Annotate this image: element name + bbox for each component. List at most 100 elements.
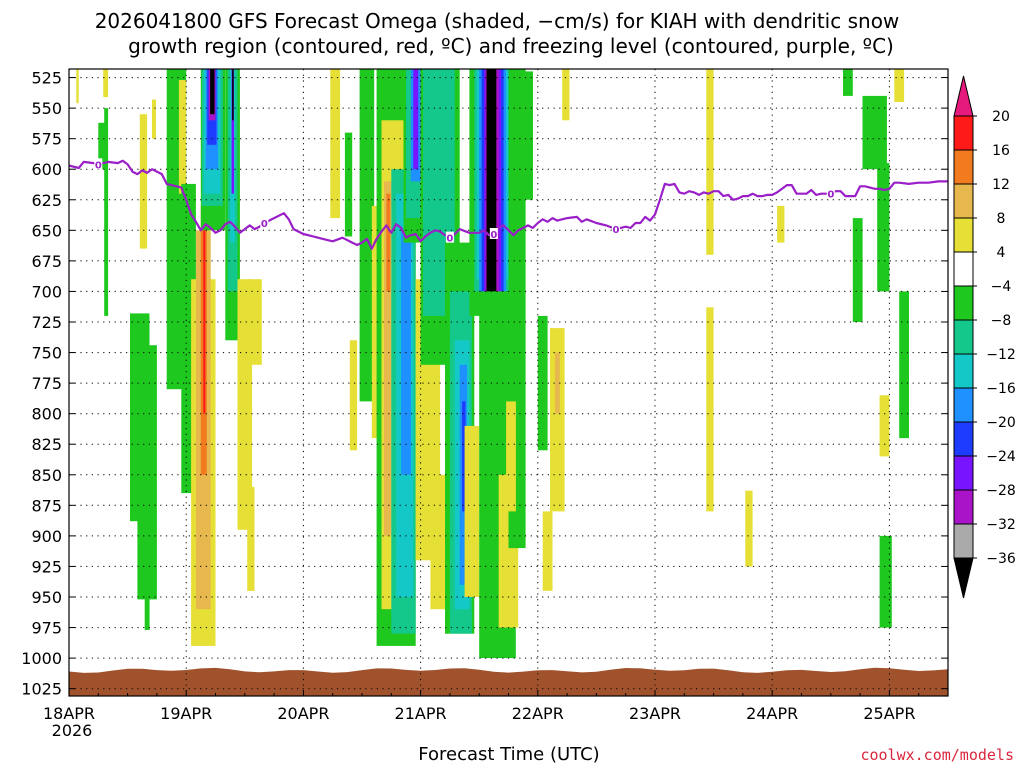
omega-region (359, 69, 375, 402)
colorbar-label: 20 (992, 109, 1010, 125)
omega-region (899, 291, 909, 439)
y-axis: 525 550 575 600 625 650 675 700 725 750 775 800 825 8… (21, 69, 948, 699)
omega-region (706, 307, 714, 512)
colorbar-label: −24 (986, 449, 1016, 465)
colorbar-label: −36 (986, 551, 1016, 567)
colorbar: 20 16 12 8 4 −4 −8 −12 −16 −20 −24 −28 −32 −36 (953, 75, 1016, 599)
y-tick-label: 925 (31, 557, 62, 576)
omega-region (550, 328, 565, 512)
x-tick-label: 24APR (746, 704, 798, 723)
colorbar-swatch (953, 149, 974, 185)
freezing-level-label: 0 (827, 190, 834, 201)
chart-title-line-2: growth region (contoured, red, ºC) and f… (128, 34, 894, 58)
freezing-level-contour: 0 0 0 0 0 0 (69, 158, 948, 250)
colorbar-swatch (953, 353, 974, 389)
below-ground-layer (69, 667, 948, 696)
x-year-label: 2026 (52, 721, 93, 740)
x-tick-label: 21APR (395, 704, 447, 723)
omega-region (231, 69, 234, 194)
colorbar-label: −20 (986, 415, 1016, 431)
freezing-level-label: 0 (490, 230, 497, 241)
y-tick-label: 600 (31, 160, 62, 179)
omega-region (542, 511, 553, 591)
colorbar-bottom-cap (953, 557, 974, 599)
omega-region (247, 279, 262, 365)
x-axis-title: Forecast Time (UTC) (418, 744, 599, 765)
omega-region (144, 483, 150, 630)
omega-shading (76, 69, 909, 659)
omega-region (879, 535, 892, 628)
colorbar-label: −12 (986, 347, 1016, 363)
y-tick-label: 850 (31, 466, 62, 485)
colorbar-swatch (953, 319, 974, 355)
plot-area: 0 0 0 0 0 0 (69, 69, 948, 696)
omega-region (523, 71, 533, 200)
x-tick-label: 18APR (43, 704, 95, 723)
colorbar-swatch (953, 115, 974, 151)
omega-region (139, 114, 148, 249)
omega-region (413, 69, 419, 170)
omega-region (877, 163, 890, 292)
x-axis: 18APR 19APR 20APR 21APR 22APR 23APR 24APR 25APR (43, 690, 920, 723)
y-tick-label: 950 (31, 588, 62, 607)
omega-region (232, 69, 234, 121)
omega-region (554, 352, 560, 414)
colorbar-swatch (953, 285, 974, 321)
y-tick-label: 700 (31, 282, 62, 301)
y-tick-label: 675 (31, 252, 62, 271)
omega-region (178, 80, 187, 194)
colorbar-swatch (953, 523, 974, 559)
omega-region (386, 193, 391, 292)
y-tick-label: 650 (31, 221, 62, 240)
omega-region (464, 425, 480, 597)
x-tick-label: 20APR (277, 704, 329, 723)
omega-region (344, 132, 353, 237)
omega-region (384, 181, 392, 536)
x-tick-label: 23APR (629, 704, 681, 723)
credit-link[interactable]: coolwx.com/models (860, 746, 1014, 764)
omega-region (894, 69, 905, 102)
omega-region (104, 108, 109, 316)
omega-region (562, 69, 570, 121)
chart-title-line-1: 2026041800 GFS Forecast Omega (shaded, −… (95, 9, 900, 33)
colorbar-swatch (953, 183, 974, 219)
y-tick-label: 775 (31, 374, 62, 393)
colorbar-label: 16 (992, 143, 1010, 159)
omega-region (862, 95, 887, 170)
freezing-level-label: 0 (612, 225, 619, 236)
freezing-level-label: 0 (95, 160, 102, 171)
y-tick-label: 875 (31, 496, 62, 515)
freezing-label-bg (94, 158, 103, 170)
omega-region (852, 218, 863, 322)
x-tick-label: 19APR (160, 704, 212, 723)
omega-region (203, 230, 206, 414)
y-tick-label: 975 (31, 619, 62, 638)
colorbar-label: 12 (992, 177, 1010, 193)
y-tick-label: 625 (31, 191, 62, 210)
omega-region (137, 345, 157, 600)
colorbar-label: 4 (997, 245, 1006, 261)
y-tick-label: 550 (31, 99, 62, 118)
colorbar-swatch (953, 455, 974, 491)
freezing-level-label: 0 (446, 234, 453, 245)
colorbar-label: −4 (991, 279, 1012, 295)
y-tick-label: 1000 (21, 649, 62, 668)
omega-region (152, 99, 156, 139)
freezing-label-bg (445, 231, 454, 243)
omega-region (706, 69, 714, 255)
omega-region (879, 395, 890, 457)
colorbar-swatch (953, 421, 974, 457)
freezing-label-bg (611, 223, 620, 235)
freezing-level-line (69, 159, 948, 250)
x-tick-label: 25APR (863, 704, 915, 723)
omega-region (462, 401, 466, 512)
omega-region (843, 69, 853, 96)
freezing-label-bg (826, 187, 835, 199)
omega-region (247, 487, 255, 591)
colorbar-swatch (953, 387, 974, 423)
y-tick-label: 725 (31, 313, 62, 332)
omega-region (777, 205, 785, 243)
y-tick-label: 825 (31, 435, 62, 454)
colorbar-label: −32 (986, 517, 1016, 533)
